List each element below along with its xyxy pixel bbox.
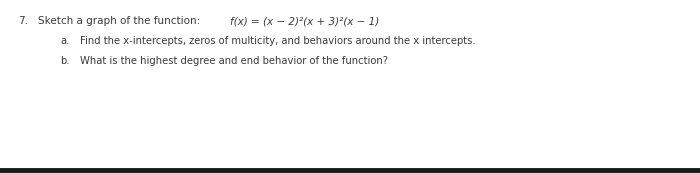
- Text: f(x) = (x − 2)²(x + 3)²(x − 1): f(x) = (x − 2)²(x + 3)²(x − 1): [230, 16, 379, 26]
- Text: Sketch a graph of the function:: Sketch a graph of the function:: [38, 16, 200, 26]
- Text: 7.: 7.: [18, 16, 28, 26]
- Text: b.: b.: [60, 56, 69, 66]
- Text: a.: a.: [60, 36, 69, 46]
- Text: Find the x-intercepts, zeros of multicity, and behaviors around the x intercepts: Find the x-intercepts, zeros of multicit…: [80, 36, 475, 46]
- Text: What is the highest degree and end behavior of the function?: What is the highest degree and end behav…: [80, 56, 388, 66]
